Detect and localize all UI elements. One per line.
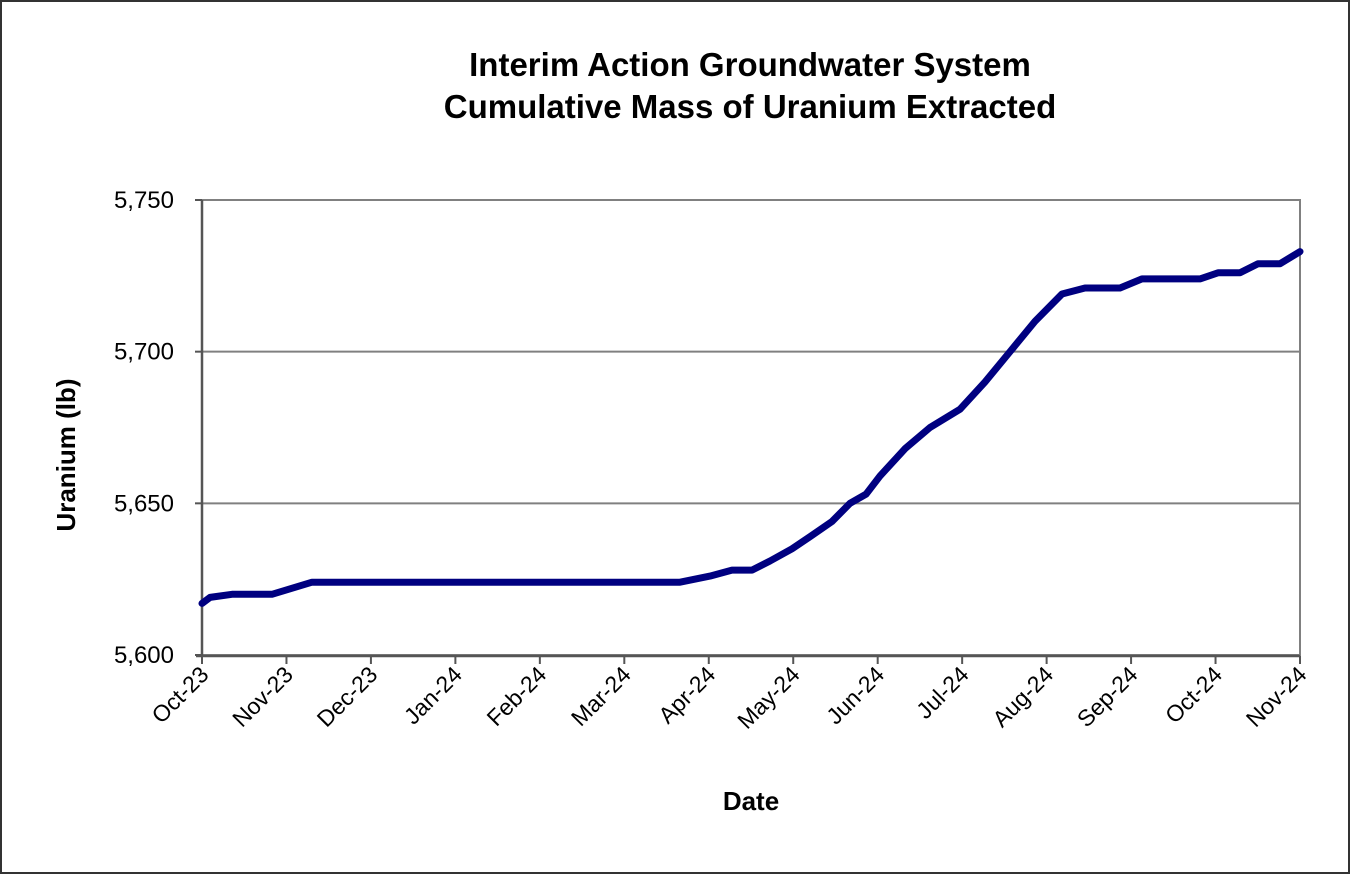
x-axis-label: Date — [723, 786, 779, 816]
x-tick-label: Nov-24 — [1241, 661, 1312, 732]
y-axis-label: Uranium (lb) — [51, 378, 81, 531]
plot-area-border — [201, 199, 1301, 656]
chart-title-line2: Cumulative Mass of Uranium Extracted — [443, 88, 1057, 125]
x-tick-label: Jun-24 — [821, 661, 889, 729]
x-tick-label: Dec-23 — [312, 661, 383, 732]
y-tick-label: 5,650 — [114, 490, 174, 517]
y-tick-label: 5,600 — [114, 642, 174, 669]
chart-title: Interim Action Groundwater System Cumula… — [300, 44, 1200, 128]
x-tick-labels: Oct-23 Nov-23 Dec-23 Jan-24 Feb-24 Mar-24 Apr-… — [146, 656, 1312, 734]
chart-title-line1: Interim Action Groundwater System — [469, 46, 1031, 83]
x-tick-label: Feb-24 — [481, 661, 551, 731]
gridlines — [202, 199, 1300, 505]
x-tick-label: Sep-24 — [1072, 661, 1143, 732]
x-tick-label: Jan-24 — [399, 661, 467, 729]
x-tick-label: Oct-24 — [1160, 661, 1227, 728]
x-tick-label: Mar-24 — [566, 661, 636, 731]
y-tick-labels: 5,600 5,650 5,700 5,750 — [114, 187, 202, 669]
x-tick-label: Oct-23 — [146, 661, 213, 728]
y-tick-label: 5,750 — [114, 187, 174, 214]
uranium-series-line — [198, 248, 1304, 607]
x-tick-label: Jul-24 — [911, 661, 974, 724]
y-tick-label: 5,700 — [114, 339, 174, 366]
x-tick-label: May-24 — [732, 661, 805, 734]
x-tick-label: Aug-24 — [987, 661, 1058, 732]
x-tick-label: Nov-23 — [227, 661, 298, 732]
x-tick-label: Apr-24 — [653, 661, 720, 728]
